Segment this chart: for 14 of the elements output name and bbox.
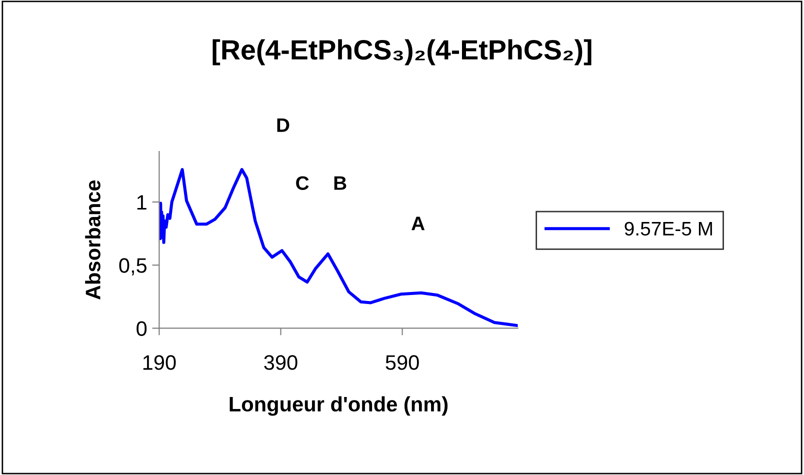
legend-label: 9.57E-5 M bbox=[624, 222, 712, 236]
y-axis-title: Absorbance bbox=[85, 180, 100, 300]
x-tick-label: 190 bbox=[143, 355, 176, 370]
annotation: A bbox=[412, 216, 425, 230]
y-tick-label: 0,5 bbox=[119, 258, 147, 276]
x-tick-label: 390 bbox=[264, 355, 298, 370]
annotation: C bbox=[296, 176, 309, 190]
text: D bbox=[277, 118, 290, 132]
annotation: B bbox=[334, 176, 346, 190]
chart-title: [Re(4-EtPhCS₃)₂(4-EtPhCS₂)] bbox=[212, 39, 592, 66]
y-tick-label: 0 bbox=[136, 321, 147, 336]
y-tick-label: 1 bbox=[137, 195, 146, 210]
x-axis-title: Longueur d'onde (nm) bbox=[230, 396, 448, 416]
x-tick-label: 590 bbox=[386, 355, 419, 370]
